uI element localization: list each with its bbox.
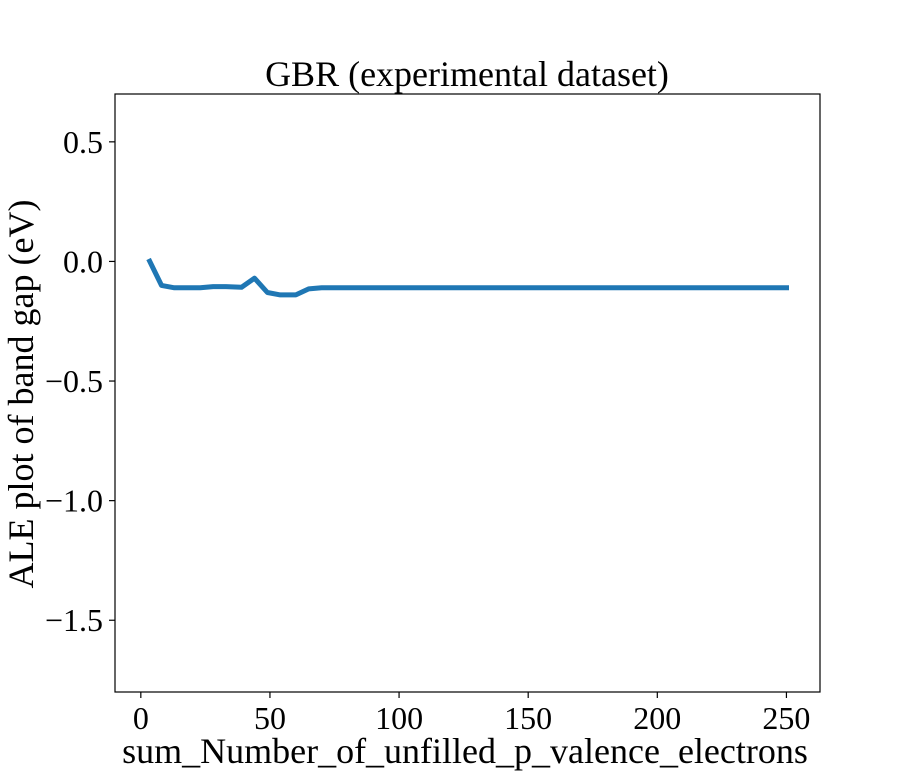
y-tick-label: −1.5 <box>45 602 103 638</box>
chart-title: GBR (experimental dataset) <box>265 54 669 94</box>
y-tick-label: 0.5 <box>63 124 103 160</box>
plot-area <box>146 257 789 298</box>
x-tick-label: 100 <box>375 700 423 736</box>
plot-frame <box>114 93 821 693</box>
x-tick-label: 150 <box>504 700 552 736</box>
y-tick-label: −1.0 <box>45 483 103 519</box>
x-tick-label: 0 <box>133 700 149 736</box>
y-axis-label: ALE plot of band gap (eV) <box>1 200 41 589</box>
axis-ticks: 0 50 100 150 200 250 0.5 0.0 −0.5 −1.0 −1.5 <box>45 124 810 736</box>
x-tick-label: 250 <box>762 700 810 736</box>
x-tick-label: 50 <box>254 700 286 736</box>
y-tick-label: −0.5 <box>45 363 103 399</box>
x-tick-label: 200 <box>633 700 681 736</box>
x-axis-label: sum_Number_of_unfilled_p_valence_electro… <box>122 731 808 771</box>
ale-line-series <box>146 257 789 298</box>
y-tick-label: 0.0 <box>63 243 103 279</box>
